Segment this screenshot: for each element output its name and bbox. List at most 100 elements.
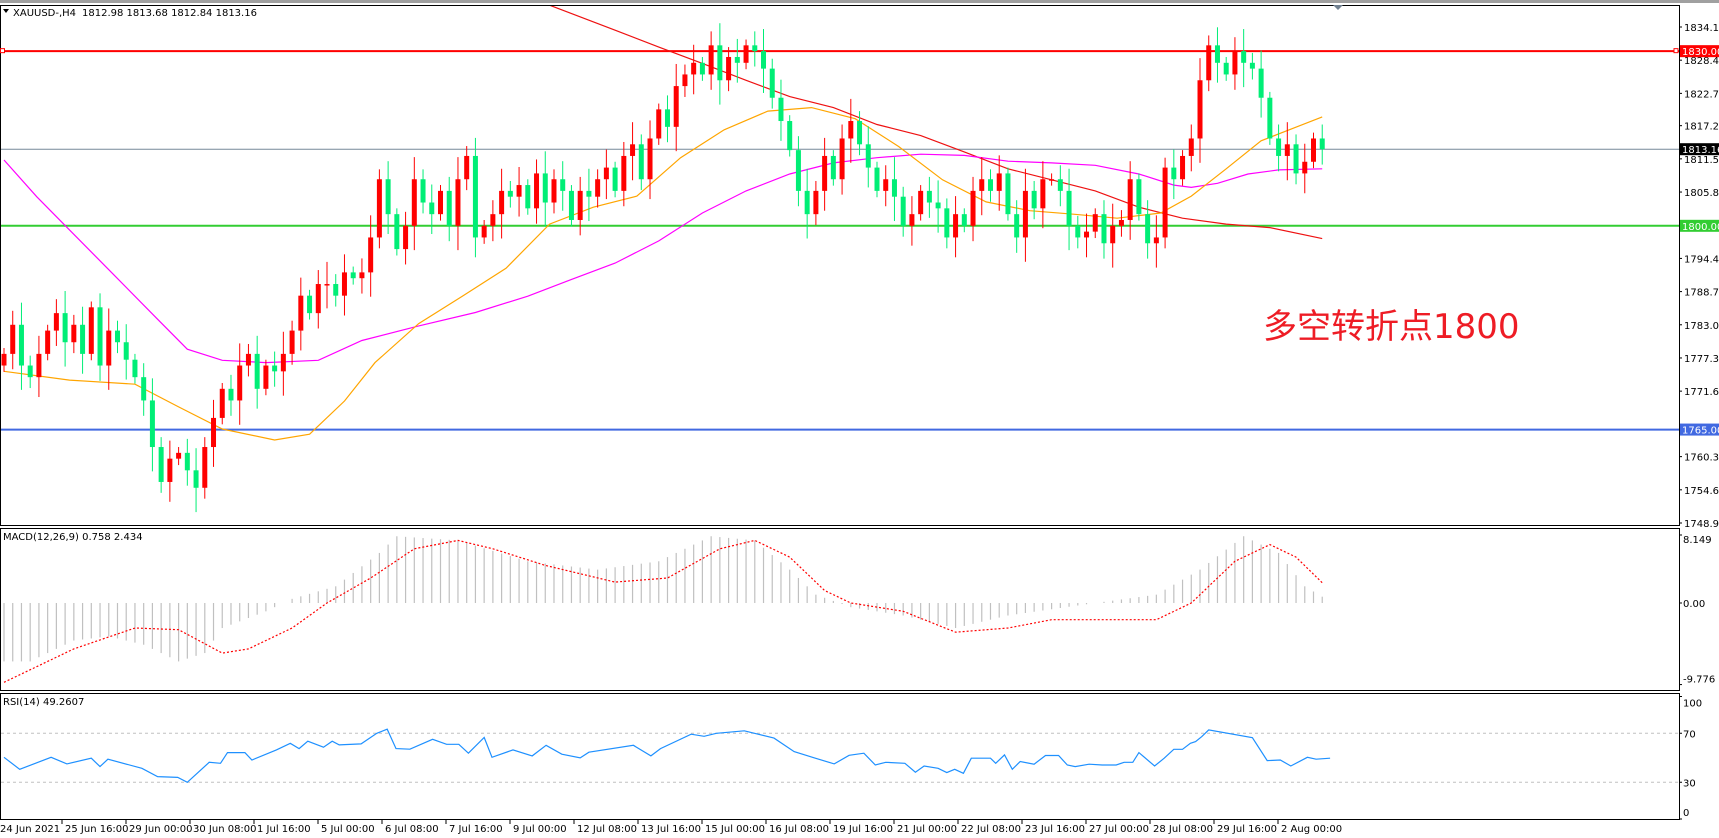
candle-body bbox=[237, 365, 243, 401]
candle-body bbox=[787, 121, 793, 151]
candle-body bbox=[499, 190, 505, 215]
candle bbox=[368, 215, 374, 297]
candle-body bbox=[202, 447, 208, 488]
candle bbox=[27, 355, 33, 389]
macd-tick-label: -9.776 bbox=[1683, 675, 1715, 686]
candle bbox=[778, 79, 784, 141]
candle-body bbox=[891, 179, 897, 197]
candle-body bbox=[403, 225, 409, 250]
candle-body bbox=[149, 400, 155, 448]
rsi-label: RSI(14) 49.2607 bbox=[3, 697, 84, 708]
candle bbox=[638, 134, 644, 191]
rsi-line bbox=[3, 728, 1331, 784]
candle bbox=[1197, 58, 1203, 163]
candle-body bbox=[830, 155, 836, 180]
candle bbox=[979, 157, 985, 216]
candle bbox=[1153, 215, 1159, 268]
candle bbox=[132, 353, 138, 384]
price-tick-label: 1760.35 bbox=[1684, 453, 1719, 464]
candle-body bbox=[167, 458, 173, 482]
candle-body bbox=[446, 190, 452, 226]
candle-body bbox=[429, 202, 435, 215]
candle bbox=[376, 169, 382, 249]
candle bbox=[1084, 213, 1090, 258]
candle bbox=[883, 165, 889, 207]
candle bbox=[1118, 210, 1124, 237]
current-price-label: 1813.16 bbox=[1682, 145, 1719, 156]
ma-mid-line bbox=[3, 153, 1323, 364]
candle-body bbox=[1206, 45, 1212, 81]
candle-body bbox=[1258, 68, 1264, 98]
candle bbox=[1145, 200, 1151, 259]
candle-body bbox=[1057, 179, 1063, 191]
candle-body bbox=[996, 173, 1002, 191]
moving-averages bbox=[3, 6, 1323, 441]
candle-body bbox=[778, 97, 784, 122]
candle-body bbox=[106, 330, 112, 366]
candle-body bbox=[245, 353, 251, 366]
candle bbox=[961, 208, 967, 233]
dropdown-triangle-icon[interactable] bbox=[3, 9, 9, 13]
candle bbox=[534, 159, 540, 224]
candle-body bbox=[918, 190, 924, 215]
candle-body bbox=[848, 121, 854, 139]
chart-shift-marker-icon[interactable] bbox=[1333, 5, 1343, 10]
candle-body bbox=[560, 179, 566, 191]
candle-body bbox=[1031, 190, 1037, 209]
candle-body bbox=[874, 167, 880, 191]
price-tick-label: 1811.50 bbox=[1684, 155, 1719, 166]
candle-body bbox=[1302, 161, 1308, 174]
candle bbox=[926, 176, 932, 218]
candle-body bbox=[603, 167, 609, 180]
candle-body bbox=[761, 51, 767, 69]
candle-body bbox=[534, 173, 540, 209]
candle bbox=[411, 157, 417, 251]
candle bbox=[839, 124, 845, 195]
macd-panel[interactable] bbox=[0, 528, 1680, 691]
time-tick-label: 24 Jun 2021 bbox=[0, 824, 60, 835]
candle bbox=[673, 63, 679, 152]
candle-body bbox=[1162, 167, 1168, 238]
candle-body bbox=[455, 179, 461, 226]
candle bbox=[184, 438, 190, 486]
candle bbox=[446, 176, 452, 242]
candle bbox=[1206, 35, 1212, 92]
candle-body bbox=[1249, 62, 1255, 69]
main-price-panel[interactable] bbox=[0, 5, 1680, 526]
level-label-1800.00: 1800.00 bbox=[1682, 222, 1719, 233]
candle-body bbox=[944, 208, 950, 238]
candle-body bbox=[1311, 138, 1316, 162]
macd-tick-label: 0.00 bbox=[1683, 599, 1705, 610]
current-price-label-bg bbox=[1680, 143, 1719, 156]
candle-body bbox=[647, 138, 653, 180]
candle bbox=[891, 157, 897, 222]
candle bbox=[71, 314, 77, 354]
candle bbox=[769, 58, 775, 109]
candle-body bbox=[368, 237, 374, 273]
candle-body bbox=[769, 68, 775, 98]
candle bbox=[1171, 149, 1177, 200]
candle-body bbox=[752, 45, 758, 52]
candle-body bbox=[516, 185, 522, 197]
candle-body bbox=[97, 307, 103, 366]
rsi-panel[interactable] bbox=[0, 693, 1680, 820]
candle bbox=[237, 343, 243, 425]
candle-body bbox=[62, 313, 68, 343]
candle bbox=[10, 310, 16, 370]
candle-body bbox=[438, 190, 443, 215]
candle-body bbox=[795, 150, 801, 191]
candle-body bbox=[673, 86, 679, 127]
time-tick-label: 29 Jun 00:00 bbox=[129, 824, 193, 835]
candles bbox=[1, 23, 1325, 513]
candle bbox=[630, 122, 636, 181]
rsi-tick-label: 100 bbox=[1683, 699, 1702, 710]
candle-body bbox=[176, 452, 182, 459]
candle-body bbox=[289, 330, 295, 354]
candle-body bbox=[734, 56, 740, 63]
candle bbox=[45, 324, 51, 361]
candle bbox=[1005, 167, 1011, 221]
candle bbox=[202, 437, 208, 499]
candle bbox=[315, 270, 321, 329]
candle-body bbox=[1214, 45, 1220, 63]
